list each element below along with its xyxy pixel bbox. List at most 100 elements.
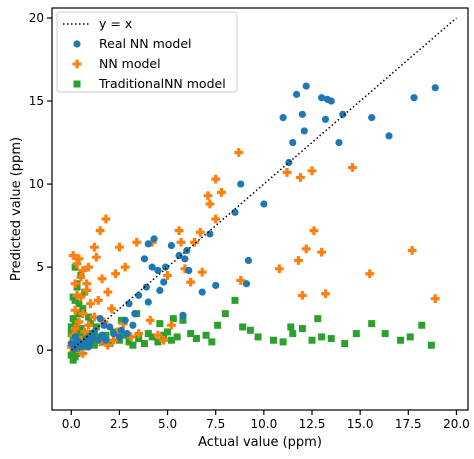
- data-point-plus: [126, 332, 136, 342]
- data-point-plus: [97, 274, 107, 284]
- data-point-square: [102, 331, 110, 339]
- data-point-plus: [234, 148, 244, 157]
- data-point-square: [406, 333, 414, 341]
- data-point-circle: [71, 333, 79, 341]
- data-point-circle: [212, 281, 220, 290]
- data-point-plus: [348, 163, 357, 172]
- data-point-square: [67, 351, 75, 359]
- data-point-plus: [78, 266, 88, 275]
- data-point-plus: [78, 309, 88, 319]
- data-point-circle: [150, 235, 158, 243]
- y-tick-label: 10: [29, 177, 44, 191]
- data-point-plus: [282, 168, 292, 177]
- data-point-square: [208, 338, 216, 346]
- data-point-circle: [368, 114, 376, 122]
- x-tick-label: 15.0: [347, 417, 374, 431]
- data-point-circle: [129, 321, 137, 329]
- data-point-plus: [72, 290, 82, 300]
- data-point-plus: [103, 287, 113, 297]
- data-point-plus: [211, 174, 221, 184]
- data-point-plus: [307, 166, 317, 176]
- data-point-circle: [121, 316, 129, 324]
- data-point-plus: [72, 259, 82, 269]
- data-point-plus: [430, 294, 440, 304]
- data-point-square: [368, 320, 376, 328]
- data-point-square: [298, 325, 306, 333]
- data-point-square: [129, 341, 137, 349]
- data-point-square: [160, 331, 168, 339]
- data-point-square: [167, 336, 175, 344]
- legend-circle-marker: [73, 40, 81, 48]
- data-point-square: [397, 336, 405, 344]
- data-point-square: [106, 340, 114, 348]
- data-point-circle: [156, 286, 164, 294]
- data-point-circle: [175, 251, 183, 260]
- legend-square-marker: [73, 80, 81, 88]
- data-point-square: [279, 338, 287, 346]
- data-point-square: [71, 296, 79, 304]
- data-point-square: [125, 338, 133, 346]
- data-point-square: [148, 333, 156, 341]
- data-point-square: [187, 330, 195, 338]
- x-axis-label: Actual value (ppm): [198, 435, 322, 450]
- data-point-plus: [174, 226, 184, 235]
- x-tick-label: 0.0: [62, 417, 81, 431]
- data-point-square: [341, 340, 349, 348]
- x-tick-label: 17.5: [395, 417, 422, 431]
- data-point-square: [179, 316, 187, 324]
- data-point-square: [85, 330, 93, 338]
- data-point-circle: [298, 110, 306, 118]
- data-point-plus: [407, 246, 417, 255]
- data-point-plus: [159, 335, 169, 345]
- data-point-square: [69, 356, 77, 364]
- data-point-plus: [190, 237, 199, 247]
- data-point-square: [117, 316, 125, 324]
- data-point-plus: [365, 269, 375, 279]
- data-point-square: [90, 341, 98, 349]
- data-point-circle: [244, 256, 253, 265]
- data-point-square: [214, 321, 222, 329]
- data-point-square: [154, 338, 162, 346]
- data-point-square: [231, 296, 239, 304]
- data-point-plus: [107, 304, 117, 314]
- data-point-square: [135, 335, 143, 343]
- reference-line-y-equals-x: [70, 17, 457, 351]
- data-point-square: [75, 330, 83, 338]
- data-point-square: [239, 323, 247, 331]
- data-point-plus: [163, 271, 172, 280]
- data-point-square: [87, 320, 95, 328]
- data-point-circle: [242, 280, 251, 288]
- data-point-circle: [302, 82, 310, 90]
- data-point-circle: [300, 127, 308, 135]
- data-point-square: [202, 331, 210, 339]
- data-point-circle: [117, 326, 125, 334]
- x-tick-label: 5.0: [158, 417, 177, 431]
- data-point-square: [164, 328, 172, 336]
- data-point-square: [352, 330, 360, 338]
- data-point-square: [427, 341, 435, 349]
- data-point-plus: [93, 295, 103, 305]
- data-point-plus: [89, 242, 99, 252]
- data-point-circle: [154, 266, 162, 275]
- data-point-plus: [82, 285, 92, 295]
- data-point-circle: [67, 339, 75, 348]
- data-point-circle: [167, 241, 176, 250]
- data-point-circle: [237, 180, 245, 188]
- data-point-circle: [289, 138, 297, 147]
- data-point-plus: [103, 340, 113, 350]
- data-point-circle: [327, 97, 335, 105]
- data-point-plus: [76, 272, 86, 282]
- data-point-plus: [132, 237, 142, 247]
- data-point-plus: [205, 199, 215, 209]
- data-point-plus: [186, 277, 196, 287]
- data-point-square: [381, 330, 389, 338]
- legend-label-series-1: Real NN model: [99, 36, 192, 51]
- data-point-circle: [123, 329, 131, 338]
- data-point-square: [144, 330, 152, 338]
- data-point-circle: [185, 266, 193, 275]
- y-axis-label: Predicted value (ppm): [9, 137, 24, 281]
- data-point-circle: [100, 321, 108, 329]
- x-tick-label: 7.5: [206, 417, 225, 431]
- data-point-circle: [96, 315, 104, 323]
- data-point-circle: [318, 94, 326, 102]
